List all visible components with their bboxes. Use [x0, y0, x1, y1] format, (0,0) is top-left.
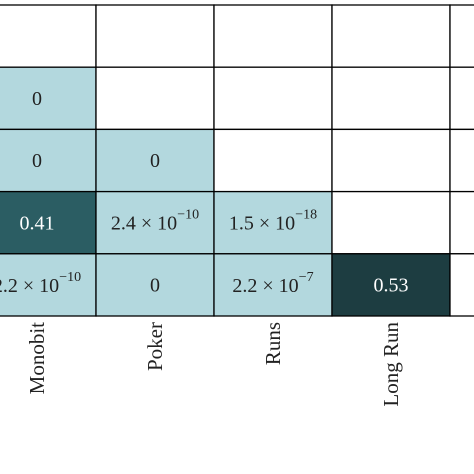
cell-value: 1.5 × 10−18 — [229, 208, 317, 234]
cell-value: 0.53 — [374, 274, 409, 296]
exponent: −10 — [59, 270, 81, 285]
cell-value: 0.41 — [20, 212, 55, 234]
cell — [0, 66, 97, 131]
cell — [331, 253, 451, 317]
cell — [213, 128, 333, 193]
exponent: −10 — [177, 208, 199, 223]
cell — [0, 128, 97, 193]
cell — [449, 4, 474, 68]
cell-value: 0 — [150, 274, 160, 296]
mantissa: 2.4 × 10 — [111, 212, 177, 234]
cell — [449, 66, 474, 131]
cell-value: 2.4 × 10−10 — [111, 208, 199, 234]
exponent: −7 — [299, 270, 314, 285]
column-label: Poker — [143, 322, 167, 371]
mantissa: 1.5 × 10 — [229, 212, 295, 234]
cell — [95, 253, 215, 317]
cell-value: 2.2 × 10−10 — [0, 270, 81, 296]
cell — [0, 4, 97, 68]
cell-value: 0 — [150, 150, 160, 172]
exponent: −18 — [295, 208, 317, 223]
cell — [331, 190, 451, 255]
cell — [95, 66, 215, 131]
cell — [449, 128, 474, 193]
cell-value: 0 — [32, 88, 42, 110]
cell — [449, 190, 474, 255]
cell — [95, 128, 215, 193]
cell-value: 2.2 × 10−7 — [232, 270, 313, 296]
column-label: Monobit — [25, 322, 49, 395]
column-label: Runs — [261, 322, 285, 365]
mantissa: 2.2 × 10 — [0, 274, 59, 296]
cell — [213, 4, 333, 68]
cell — [0, 190, 97, 255]
cell — [213, 66, 333, 131]
cell-value: 0 — [32, 150, 42, 172]
cell — [331, 128, 451, 193]
cell — [0, 253, 97, 317]
mantissa: 2.2 × 10 — [232, 274, 298, 296]
cell — [331, 4, 451, 68]
cell — [449, 253, 474, 317]
cell — [331, 66, 451, 131]
cell — [95, 4, 215, 68]
column-label: Long Run — [379, 322, 403, 407]
